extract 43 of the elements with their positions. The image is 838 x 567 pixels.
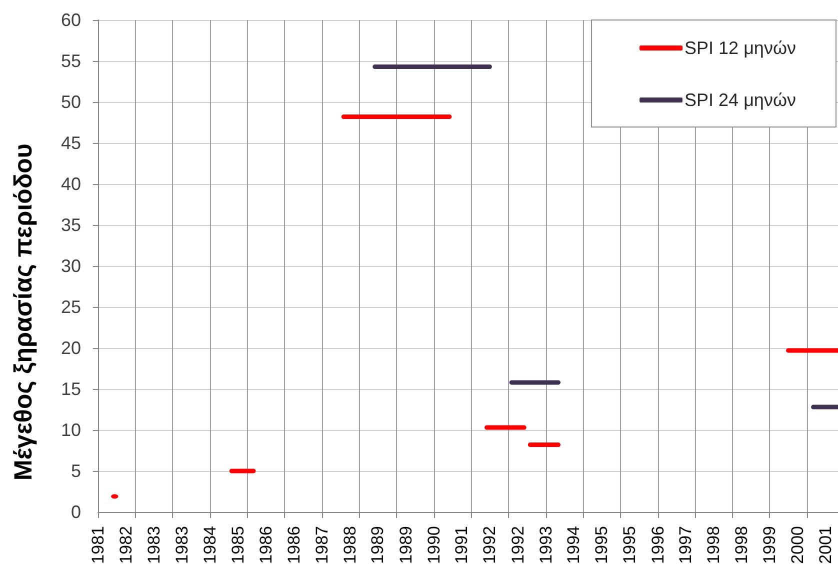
x-tick-label: 1998 [704,526,724,564]
y-tick-label: 60 [60,10,81,30]
x-tick-label: 1982 [116,526,136,564]
x-tick-label: 1997 [676,526,696,564]
x-tick-label: 1999 [760,526,780,564]
y-tick-label: 25 [60,297,81,317]
x-tick-label: 1984 [200,526,220,564]
y-tick-label: 0 [70,502,81,522]
x-tick-label: 1995 [592,526,612,564]
y-axis-title: Μέγεθος ξηρασίας περιόδου [10,144,38,480]
x-tick-label: 1988 [340,526,360,564]
y-tick-label: 50 [60,92,81,112]
y-tick-label: 35 [60,215,81,235]
y-tick-label: 20 [60,338,81,358]
legend-label: SPI 12 μηνών [684,38,796,58]
x-tick-label: 1985 [228,526,248,564]
x-tick-label: 1993 [536,526,556,564]
y-tick-label: 15 [60,379,81,399]
x-tick-label: 1990 [424,526,444,564]
x-tick-label: 1995 [620,526,640,564]
y-tick-label: 40 [60,174,81,194]
y-tick-label: 45 [60,133,81,153]
x-tick-label: 1983 [144,526,164,564]
x-tick-label: 1986 [284,526,304,564]
y-tick-label: 10 [60,420,81,440]
y-tick-label: 5 [70,461,81,481]
x-tick-label: 1992 [480,526,500,564]
x-tick-label: 2000 [788,526,808,564]
y-tick-label: 30 [60,256,81,276]
x-tick-label: 1986 [256,526,276,564]
x-tick-label: 1992 [508,526,528,564]
x-tick-label: 1998 [732,526,752,564]
x-tick-label: 1983 [172,526,192,564]
y-tick-label: 55 [60,51,81,71]
x-tick-label: 1994 [564,526,584,564]
x-tick-label: 1991 [452,526,472,564]
x-tick-label: 2001 [816,526,836,564]
x-tick-label: 1989 [396,526,416,564]
x-tick-label: 1987 [312,526,332,564]
x-tick-label: 1981 [88,526,108,564]
legend-label: SPI 24 μηνών [684,90,796,110]
x-tick-label: 1996 [648,526,668,564]
x-tick-label: 1989 [368,526,388,564]
